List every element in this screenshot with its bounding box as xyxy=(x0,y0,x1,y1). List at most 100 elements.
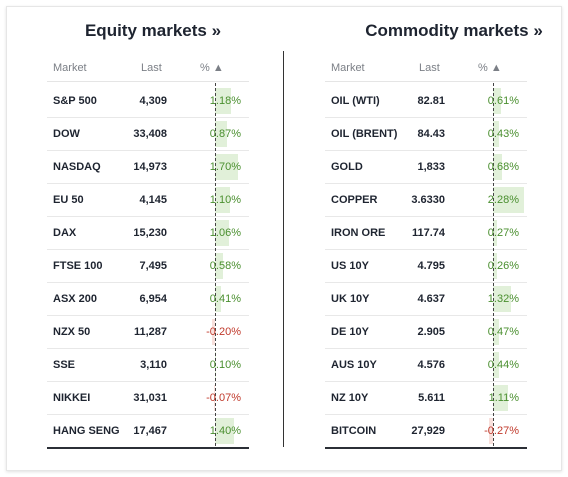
market-name: NASDAQ xyxy=(53,161,101,173)
last-value: 3.6330 xyxy=(411,194,445,206)
change-bar xyxy=(215,286,221,312)
table-row[interactable]: NASDAQ 14,973 1.70% xyxy=(47,151,249,184)
percent-change: 1.40% xyxy=(209,425,241,437)
table-row[interactable]: S&P 500 4,309 1.18% xyxy=(47,85,249,118)
table-row[interactable]: NZX 50 11,287 -0.20% xyxy=(47,316,249,349)
percent-change: 2.28% xyxy=(487,194,519,206)
change-bar xyxy=(493,220,497,246)
percent-change: 0.61% xyxy=(487,95,519,107)
change-bar xyxy=(214,385,215,411)
market-column-header: Market xyxy=(331,62,365,74)
percent-change: 1.11% xyxy=(488,392,519,404)
table-row[interactable]: DAX 15,230 1.06% xyxy=(47,217,249,250)
market-name: BITCOIN xyxy=(331,425,377,437)
commodity-table-body: OIL (WTI) 82.81 0.61% OIL (BRENT) 84.43 0.43%… xyxy=(325,85,527,449)
last-value: 4.637 xyxy=(417,293,445,305)
percent-change: 0.41% xyxy=(209,293,241,305)
table-row[interactable]: DE 10Y 2.905 0.47% xyxy=(325,316,527,349)
last-value: 33,408 xyxy=(133,128,167,140)
percent-change: 0.58% xyxy=(209,260,241,272)
change-bar xyxy=(493,286,511,312)
table-row[interactable]: NZ 10Y 5.611 1.11% xyxy=(325,382,527,415)
market-name: NIKKEI xyxy=(53,392,91,404)
last-value: 4.795 xyxy=(417,260,445,272)
table-row[interactable]: US 10Y 4.795 0.26% xyxy=(325,250,527,283)
table-row[interactable]: GOLD 1,833 0.68% xyxy=(325,151,527,184)
market-name: NZ 10Y xyxy=(331,392,369,404)
table-row[interactable]: UK 10Y 4.637 1.32% xyxy=(325,283,527,316)
change-bar xyxy=(215,220,230,246)
market-name: DAX xyxy=(53,227,77,239)
percent-change: 0.10% xyxy=(209,359,241,371)
percent-change: -0.07% xyxy=(206,392,241,404)
table-row[interactable]: IRON ORE 117.74 0.27% xyxy=(325,217,527,250)
table-row[interactable]: FTSE 100 7,495 0.58% xyxy=(47,250,249,283)
table-row[interactable]: AUS 10Y 4.576 0.44% xyxy=(325,349,527,382)
change-bar xyxy=(493,154,503,180)
markets-widget: Equity markets » Market Last % ▲ S&P 500… xyxy=(6,6,562,471)
percent-change: 0.26% xyxy=(487,260,519,272)
last-value: 7,495 xyxy=(139,260,167,272)
table-row[interactable]: COPPER 3.6330 2.28% xyxy=(325,184,527,217)
percent-change: 1.70% xyxy=(209,161,241,173)
market-name: SSE xyxy=(53,359,76,371)
commodity-markets-link[interactable]: Commodity markets » xyxy=(365,21,543,40)
last-value: 6,954 xyxy=(139,293,167,305)
table-row[interactable]: OIL (WTI) 82.81 0.61% xyxy=(325,85,527,118)
market-name: OIL (WTI) xyxy=(331,95,380,107)
market-name: IRON ORE xyxy=(331,227,386,239)
last-value: 1,833 xyxy=(417,161,445,173)
change-bar xyxy=(493,385,508,411)
last-value: 27,929 xyxy=(411,425,445,437)
market-name: NZX 50 xyxy=(53,326,91,338)
table-row[interactable]: DOW 33,408 0.87% xyxy=(47,118,249,151)
equity-table-header: Market Last % ▲ xyxy=(47,57,249,82)
last-value: 5.611 xyxy=(418,392,445,404)
change-bar xyxy=(215,418,234,444)
last-value: 14,973 xyxy=(133,161,167,173)
last-value: 4.576 xyxy=(417,359,445,371)
zero-axis-line xyxy=(493,83,494,446)
market-name: FTSE 100 xyxy=(53,260,103,272)
change-bar xyxy=(215,253,223,279)
equity-table-body: S&P 500 4,309 1.18% DOW 33,408 0.87% NASDAQ 14,… xyxy=(47,85,249,449)
percent-change: 0.87% xyxy=(209,128,241,140)
table-row[interactable]: SSE 3,110 0.10% xyxy=(47,349,249,382)
table-row[interactable]: EU 50 4,145 1.10% xyxy=(47,184,249,217)
market-name: US 10Y xyxy=(331,260,369,272)
table-row[interactable]: NIKKEI 31,031 -0.07% xyxy=(47,382,249,415)
table-row[interactable]: BITCOIN 27,929 -0.27% xyxy=(325,415,527,449)
market-column-header: Market xyxy=(53,62,87,74)
change-bar xyxy=(215,187,230,213)
market-name: COPPER xyxy=(331,194,378,206)
last-value: 17,467 xyxy=(133,425,167,437)
change-bar xyxy=(493,121,499,147)
percent-change: 0.43% xyxy=(487,128,519,140)
last-value: 117.74 xyxy=(411,227,445,239)
last-value: 3,110 xyxy=(140,359,167,371)
change-bar xyxy=(215,121,227,147)
market-name: HANG SENG xyxy=(53,425,120,437)
last-value: 31,031 xyxy=(133,392,167,404)
last-value: 84.43 xyxy=(417,128,445,140)
table-row[interactable]: HANG SENG 17,467 1.40% xyxy=(47,415,249,449)
percent-sort-header[interactable]: % ▲ xyxy=(478,62,502,74)
change-bar xyxy=(493,88,502,114)
percent-change: 0.47% xyxy=(487,326,519,338)
market-name: GOLD xyxy=(331,161,363,173)
last-column-header: Last xyxy=(419,62,440,74)
percent-change: 0.44% xyxy=(487,359,519,371)
percent-change: -0.27% xyxy=(484,425,519,437)
percent-sort-header[interactable]: % ▲ xyxy=(200,62,224,74)
last-value: 4,309 xyxy=(139,95,167,107)
percent-change: 0.68% xyxy=(487,161,519,173)
table-row[interactable]: OIL (BRENT) 84.43 0.43% xyxy=(325,118,527,151)
market-name: UK 10Y xyxy=(331,293,370,305)
equity-markets-link[interactable]: Equity markets » xyxy=(84,21,222,40)
table-row[interactable]: ASX 200 6,954 0.41% xyxy=(47,283,249,316)
percent-change: -0.20% xyxy=(206,326,241,338)
market-name: EU 50 xyxy=(53,194,84,206)
change-bar xyxy=(215,154,238,180)
market-name: DOW xyxy=(53,128,80,140)
market-name: ASX 200 xyxy=(53,293,98,305)
